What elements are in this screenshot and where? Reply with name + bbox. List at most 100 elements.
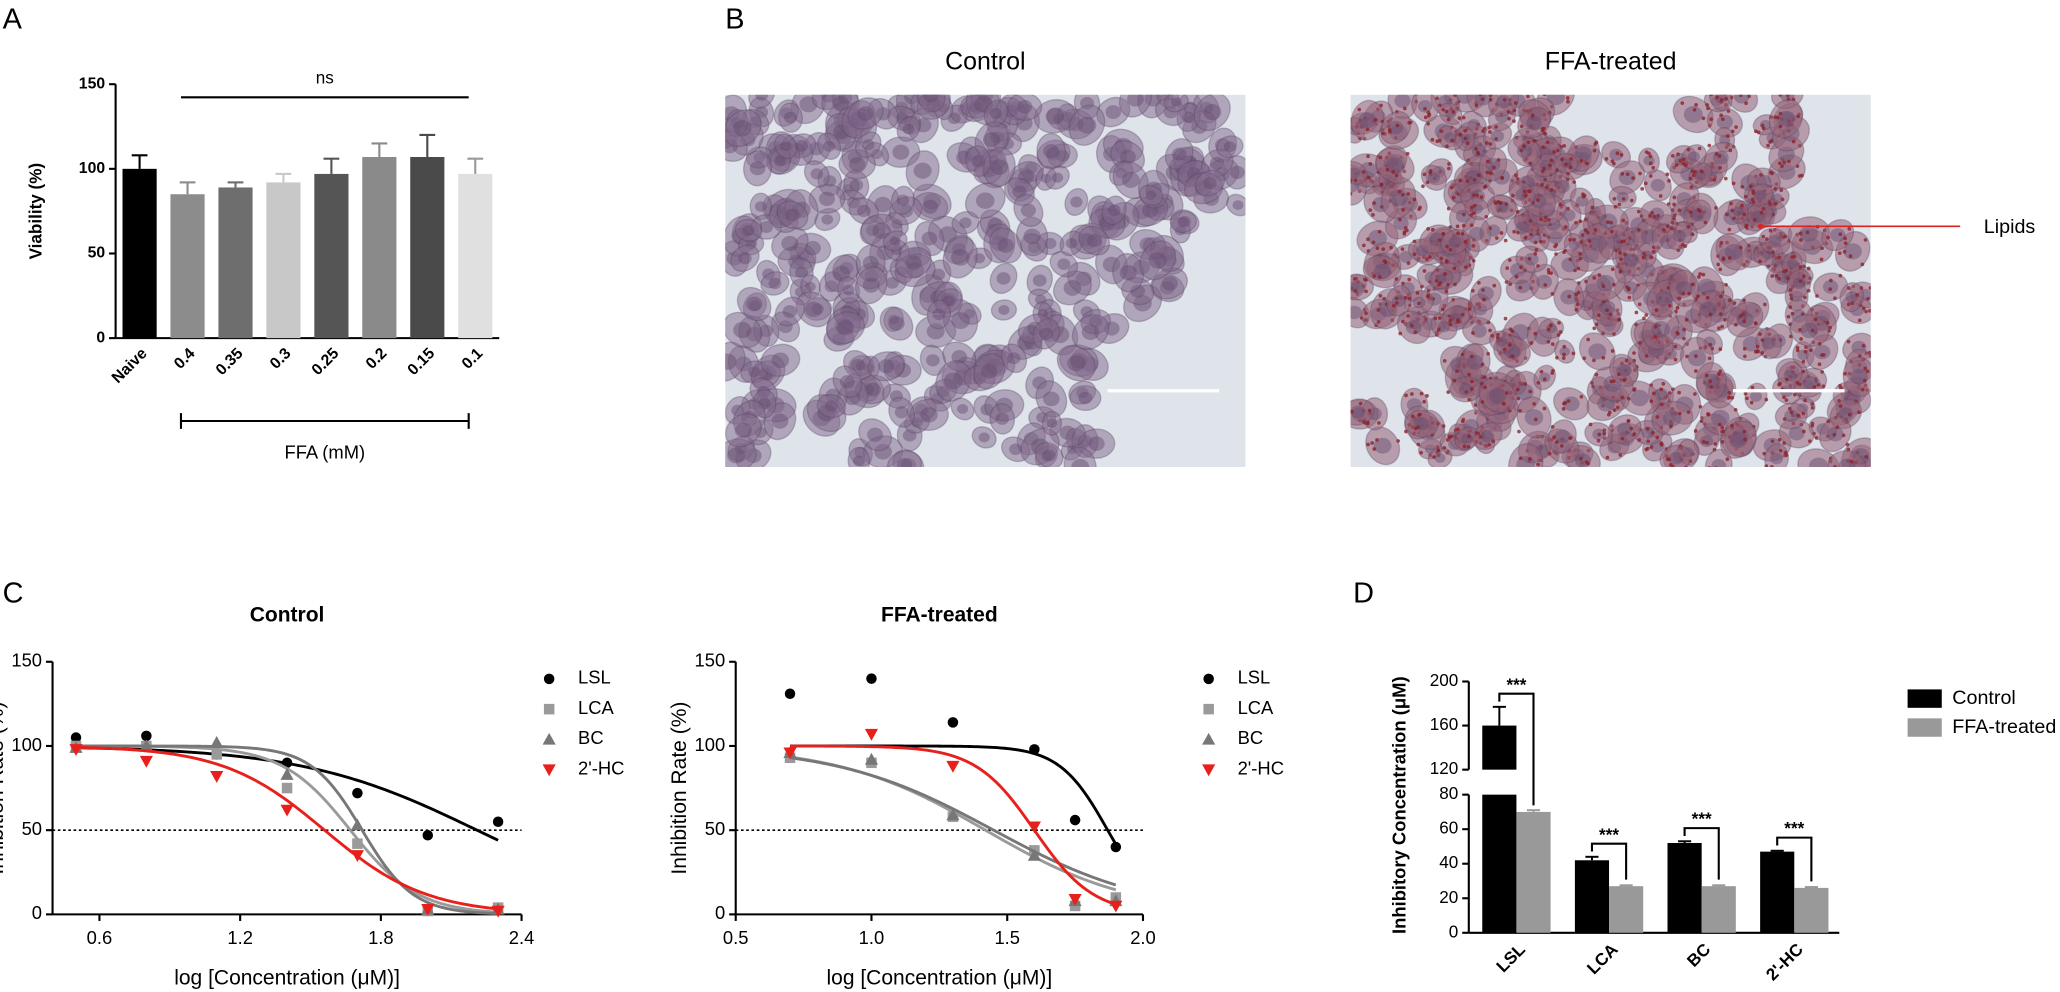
lipid-droplet (1634, 310, 1639, 315)
lipid-droplet (1410, 392, 1414, 396)
lipid-droplet (1783, 234, 1787, 239)
cell (1438, 102, 1463, 126)
lipid-droplet (1670, 153, 1675, 158)
cell (778, 102, 803, 133)
lipid-droplet (1864, 309, 1868, 314)
lipid-droplet (1378, 275, 1382, 279)
lipid-droplet (1686, 147, 1691, 152)
lipid-droplet (1780, 164, 1784, 168)
lipid-droplet (1433, 316, 1438, 321)
lipid-droplet (1602, 299, 1606, 304)
lipid-droplet (1585, 230, 1590, 235)
lipid-droplet (1778, 448, 1783, 453)
lipid-droplet (1593, 228, 1598, 232)
lipid-droplet (1403, 295, 1408, 300)
lipid-droplet (1512, 119, 1516, 123)
lipid-droplet (1472, 193, 1476, 197)
y-tick-label: 100 (11, 734, 42, 755)
lipid-droplet (1451, 85, 1455, 89)
lipid-droplet (1533, 240, 1538, 245)
nucleus (995, 412, 1010, 425)
lipid-droplet (1766, 143, 1770, 148)
lipid-droplet (1760, 123, 1765, 128)
lipid-droplet (1542, 94, 1547, 97)
lipid-droplet (1812, 385, 1817, 389)
cell (951, 210, 980, 235)
data-point (70, 732, 82, 743)
lipid-droplet (1452, 266, 1457, 271)
lipid-droplet (1707, 356, 1712, 361)
cell (847, 97, 884, 130)
lipid-droplet (1592, 358, 1596, 363)
lipid-droplet (1545, 140, 1550, 145)
lipid-droplet (1513, 101, 1518, 105)
lipid-droplet (1432, 455, 1436, 459)
y-tick-label: 40 (1439, 853, 1458, 872)
lipid-droplet (1810, 421, 1815, 426)
lipid-droplet (1696, 294, 1700, 299)
lipid-droplet (1497, 200, 1502, 205)
nucleus (1427, 172, 1441, 184)
lipid-droplet (1694, 369, 1698, 373)
cell (1488, 330, 1515, 353)
y-tick-label: 150 (79, 75, 106, 92)
cell (914, 220, 945, 257)
cell (888, 396, 916, 428)
lipid-droplet (1740, 203, 1744, 208)
cell (1578, 332, 1616, 371)
lipid-droplet (1445, 438, 1450, 442)
lipid-droplet (1622, 239, 1627, 243)
data-point (139, 739, 153, 752)
lipid-droplet (1782, 395, 1786, 400)
lipid-droplet (1579, 240, 1584, 244)
lipid-droplet (1790, 311, 1795, 316)
nucleus (1788, 426, 1805, 441)
data-point (1068, 893, 1082, 906)
cell (847, 446, 871, 468)
cell (1615, 244, 1648, 277)
lipid-droplet (1437, 316, 1442, 320)
nucleus (920, 407, 938, 423)
nucleus (1466, 354, 1484, 370)
lipid-droplet (1803, 398, 1807, 403)
nucleus (1524, 409, 1544, 426)
cell (950, 397, 975, 421)
nucleus (1203, 177, 1217, 190)
nucleus (1023, 228, 1041, 245)
lipid-droplet (1516, 230, 1520, 235)
lipid-droplet (1566, 206, 1570, 211)
lipid-droplet (1727, 395, 1731, 400)
lipid-droplet (1439, 129, 1444, 134)
nucleus (1792, 277, 1806, 290)
lipid-droplet (1491, 439, 1495, 444)
lipid-droplet (1523, 193, 1528, 198)
cell (895, 246, 932, 279)
group-bracket (179, 413, 470, 429)
lipid-droplet (1625, 172, 1630, 177)
lipid-droplet (1815, 294, 1819, 298)
lipid-droplet (1508, 327, 1513, 332)
nucleus (997, 238, 1014, 253)
lipid-droplet (1436, 448, 1441, 453)
lipid-droplet (1568, 436, 1573, 440)
lipid-droplet (1398, 331, 1403, 336)
lipid-droplet (1423, 106, 1427, 111)
lipid-droplet (1425, 394, 1429, 398)
lipid-droplet (1665, 172, 1670, 177)
y-tick-label: 120 (1430, 759, 1458, 778)
nucleus (1769, 452, 1784, 465)
lipid-droplet (1707, 465, 1712, 468)
lipid-droplet (1533, 251, 1538, 256)
x-axis-label: log [Concentration (μM)] (827, 966, 1053, 989)
lipid-droplet (1681, 157, 1686, 162)
lipid-droplet (1346, 123, 1350, 127)
lipid-droplet (1761, 126, 1766, 131)
lipid-droplet (1649, 445, 1654, 449)
lipid-droplet (1629, 426, 1634, 431)
cell (730, 244, 760, 272)
lipid-droplet (1379, 182, 1384, 187)
lipid-droplet (1718, 347, 1723, 351)
lipid-droplet (1802, 429, 1806, 434)
lipid-droplet (1713, 442, 1718, 446)
lipid-droplet (1698, 272, 1702, 276)
